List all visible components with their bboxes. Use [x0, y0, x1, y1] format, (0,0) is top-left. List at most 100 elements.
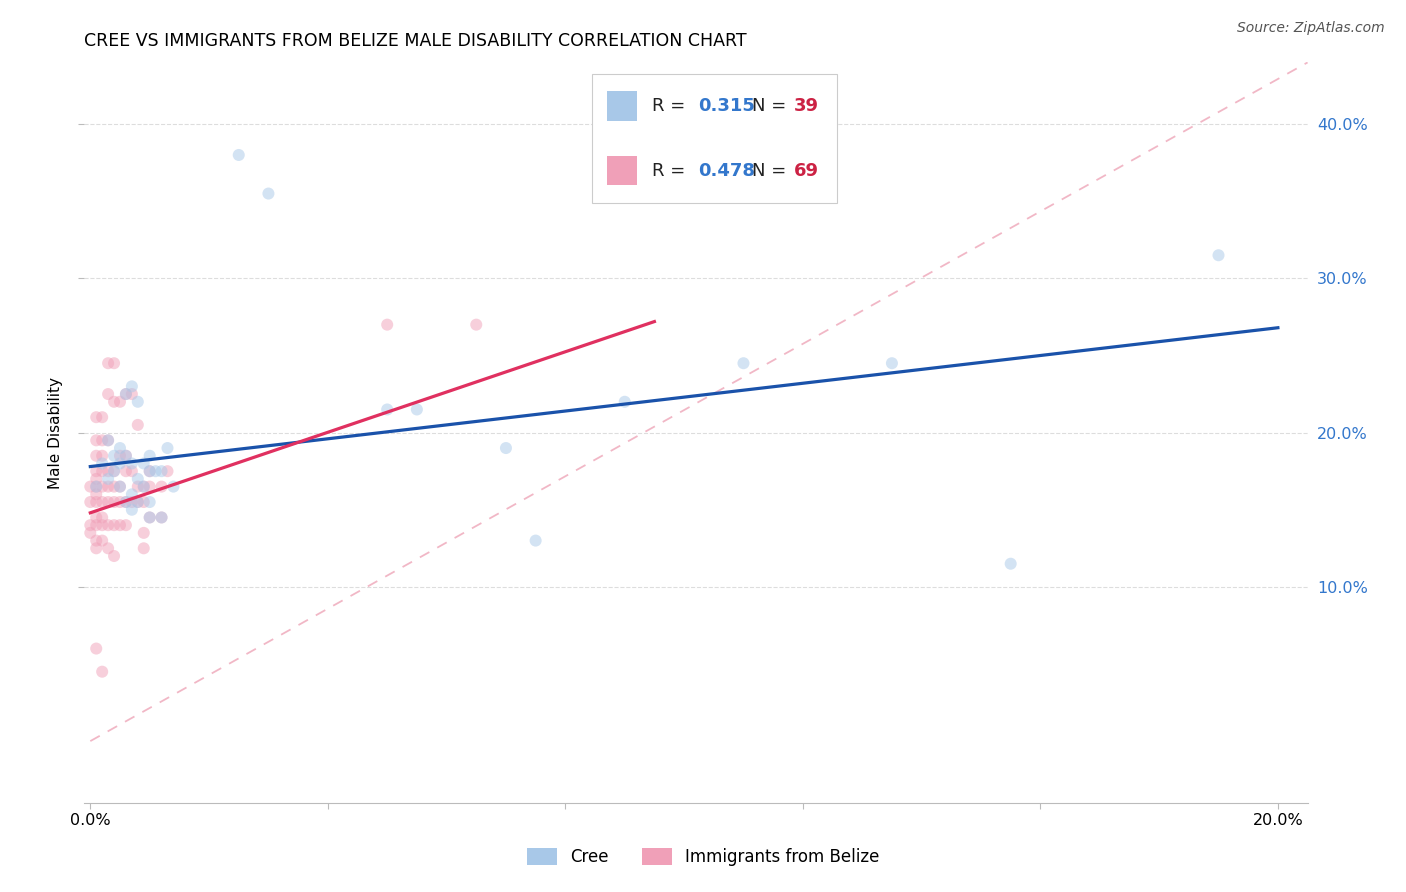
Point	[495, 441, 517, 455]
Point	[108, 518, 131, 533]
Point	[97, 434, 120, 448]
Point	[108, 480, 131, 494]
Point	[121, 487, 143, 501]
Point	[79, 480, 101, 494]
Point	[84, 487, 107, 501]
Point	[132, 495, 155, 509]
Point	[84, 464, 107, 478]
Point	[156, 464, 179, 478]
Point	[138, 464, 160, 478]
Point	[108, 457, 131, 471]
Point	[84, 518, 107, 533]
Point	[156, 441, 179, 455]
Text: R =: R =	[652, 97, 690, 115]
Point	[121, 502, 143, 516]
Point	[375, 318, 398, 332]
Point	[84, 541, 107, 556]
Point	[91, 533, 114, 548]
Point	[103, 518, 125, 533]
Point	[145, 464, 167, 478]
Point	[132, 525, 155, 540]
Point	[257, 186, 280, 201]
Point	[138, 464, 160, 478]
Point	[103, 394, 125, 409]
Point	[115, 518, 138, 533]
Point	[132, 480, 155, 494]
Point	[103, 464, 125, 478]
Point	[115, 495, 138, 509]
Point	[121, 379, 143, 393]
Text: N =: N =	[752, 97, 792, 115]
Text: CREE VS IMMIGRANTS FROM BELIZE MALE DISABILITY CORRELATION CHART: CREE VS IMMIGRANTS FROM BELIZE MALE DISA…	[84, 32, 747, 50]
Point	[115, 387, 138, 401]
Point	[150, 510, 173, 524]
Point	[97, 472, 120, 486]
Point	[84, 510, 107, 524]
Point	[97, 480, 120, 494]
Point	[84, 449, 107, 463]
Point	[79, 525, 101, 540]
Point	[150, 510, 173, 524]
Point	[97, 387, 120, 401]
Point	[91, 434, 114, 448]
Point	[127, 417, 149, 432]
Point	[115, 387, 138, 401]
Point	[132, 480, 155, 494]
Point	[127, 495, 149, 509]
Point	[97, 434, 120, 448]
Point	[1000, 557, 1022, 571]
Point	[880, 356, 903, 370]
Point	[1208, 248, 1230, 262]
Point	[406, 402, 429, 417]
Text: N =: N =	[752, 161, 792, 179]
Point	[150, 480, 173, 494]
Point	[108, 441, 131, 455]
Point	[103, 495, 125, 509]
Point	[150, 464, 173, 478]
Point	[127, 394, 149, 409]
Point	[138, 510, 160, 524]
Point	[84, 472, 107, 486]
Point	[162, 480, 184, 494]
Point	[91, 480, 114, 494]
Point	[121, 457, 143, 471]
Point	[127, 480, 149, 494]
Point	[115, 449, 138, 463]
Point	[91, 665, 114, 679]
Point	[84, 495, 107, 509]
Point	[103, 480, 125, 494]
Text: Source: ZipAtlas.com: Source: ZipAtlas.com	[1237, 21, 1385, 35]
Point	[84, 641, 107, 656]
Point	[115, 495, 138, 509]
FancyBboxPatch shape	[606, 91, 637, 120]
Point	[97, 356, 120, 370]
Point	[121, 464, 143, 478]
Point	[121, 387, 143, 401]
Point	[97, 541, 120, 556]
Point	[375, 402, 398, 417]
Point	[91, 457, 114, 471]
FancyBboxPatch shape	[592, 73, 837, 203]
Point	[97, 518, 120, 533]
Point	[103, 356, 125, 370]
Point	[613, 394, 636, 409]
Text: 39: 39	[794, 97, 818, 115]
Point	[108, 394, 131, 409]
Point	[79, 495, 101, 509]
Point	[103, 549, 125, 563]
Point	[132, 541, 155, 556]
FancyBboxPatch shape	[606, 156, 637, 186]
Point	[108, 449, 131, 463]
Point	[84, 480, 107, 494]
Point	[91, 495, 114, 509]
Point	[127, 495, 149, 509]
Point	[91, 510, 114, 524]
Point	[108, 495, 131, 509]
Point	[103, 464, 125, 478]
Point	[79, 518, 101, 533]
Point	[733, 356, 755, 370]
Point	[127, 472, 149, 486]
Point	[97, 495, 120, 509]
Point	[132, 457, 155, 471]
Y-axis label: Male Disability: Male Disability	[48, 376, 63, 489]
